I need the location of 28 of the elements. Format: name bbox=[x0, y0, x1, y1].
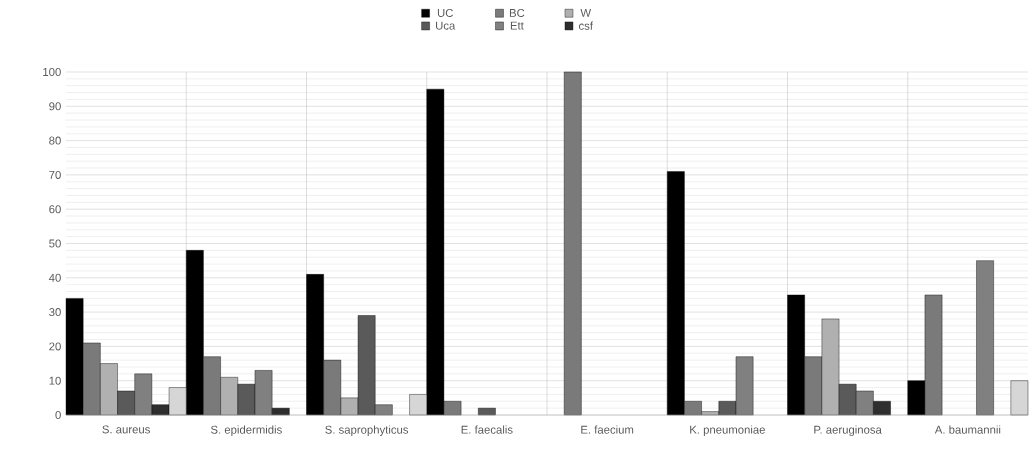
bar bbox=[563, 71, 582, 416]
y-tick-label: 30 bbox=[49, 308, 61, 317]
x-tick-label: E. faecium bbox=[581, 425, 634, 434]
y-tick-label: 0 bbox=[55, 411, 61, 420]
y-tick-label: 100 bbox=[43, 67, 61, 76]
x-tick-label: S. aureus bbox=[102, 425, 150, 434]
x-tick-label: S. epidermidis bbox=[211, 425, 282, 436]
y-tick-label: 10 bbox=[49, 376, 61, 385]
legend-label: BC bbox=[509, 8, 525, 17]
x-tick-label: S. saprophyticus bbox=[325, 425, 409, 436]
y-tick-label: 70 bbox=[49, 170, 61, 179]
y-tick-label: 20 bbox=[49, 342, 61, 351]
legend-label: W bbox=[580, 9, 592, 17]
y-tick-label: 80 bbox=[49, 136, 61, 145]
legend-label: Uca bbox=[436, 21, 456, 30]
legend-label: csf bbox=[578, 21, 593, 30]
x-tick-label: E. faecalis bbox=[461, 425, 513, 434]
bar bbox=[478, 407, 496, 416]
y-tick-label: 90 bbox=[49, 102, 61, 111]
y-tick-label: 60 bbox=[49, 205, 61, 214]
y-tick-label: 50 bbox=[49, 239, 61, 248]
bar bbox=[976, 260, 994, 416]
x-tick-label: K. pneumoniae bbox=[690, 425, 765, 436]
y-tick-label: 40 bbox=[48, 273, 61, 282]
x-tick-label: P. aeruginosa bbox=[814, 425, 882, 436]
x-tick-label: A. baumannii bbox=[934, 425, 1001, 434]
legend-label: UC bbox=[437, 8, 453, 17]
legend-label: Ett bbox=[510, 21, 524, 30]
